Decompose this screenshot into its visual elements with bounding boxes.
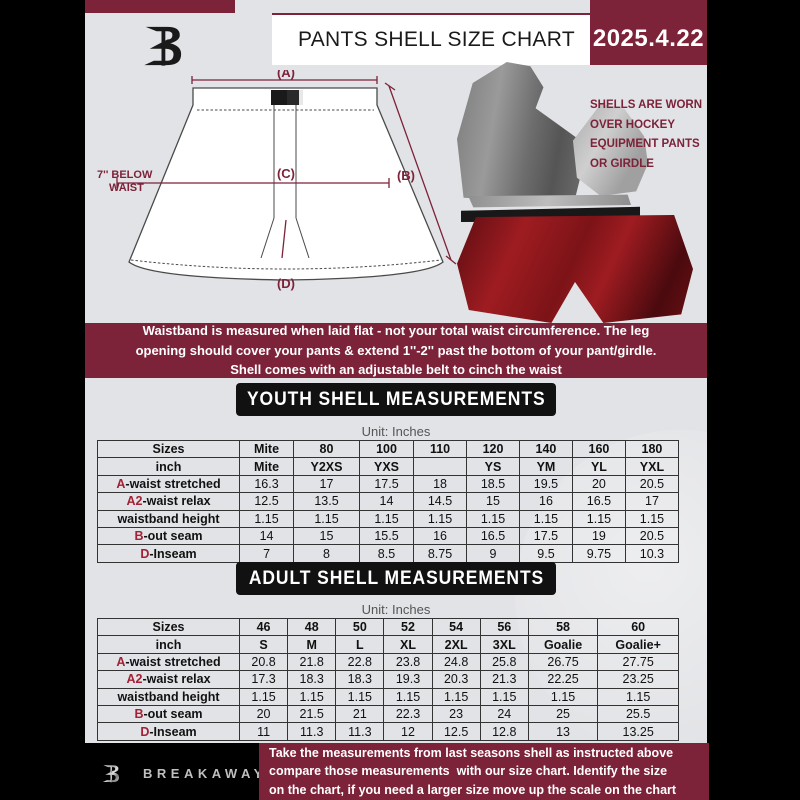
svg-text:(A): (A) bbox=[277, 70, 295, 80]
svg-text:WAIST: WAIST bbox=[109, 182, 144, 194]
svg-text:(B): (B) bbox=[397, 168, 415, 183]
svg-text:7'' BELOW: 7'' BELOW bbox=[97, 169, 153, 181]
svg-text:(D): (D) bbox=[277, 276, 295, 291]
svg-text:(C): (C) bbox=[277, 166, 295, 181]
